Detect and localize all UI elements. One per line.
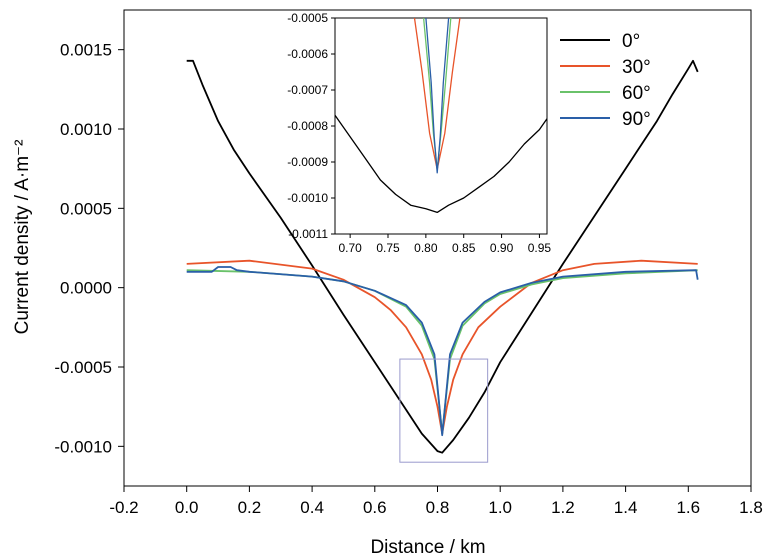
x-tick-label: 1.6 xyxy=(676,498,700,517)
inset-y-tick-label: -0.0009 xyxy=(287,155,328,169)
legend-label: 60° xyxy=(622,83,651,104)
inset-x-tick-label: 0.80 xyxy=(414,241,438,255)
y-tick-label: -0.0010 xyxy=(54,437,112,456)
inset-y-tick-label: -0.0005 xyxy=(287,11,328,25)
inset-series-line-90deg xyxy=(425,18,450,174)
inset-y-tick-label: -0.0007 xyxy=(287,83,328,97)
series-line-0deg xyxy=(186,59,699,454)
y-axis-label: Current density / A·m⁻² xyxy=(12,140,33,335)
legend-label: 30° xyxy=(622,57,651,78)
x-tick-label: 0.4 xyxy=(300,498,324,517)
zoom-region-box xyxy=(399,358,489,463)
y-tick-label: 0.0000 xyxy=(60,279,112,298)
x-axis-label: Distance / km xyxy=(370,537,485,558)
inset-x-tick-label: 0.75 xyxy=(376,241,400,255)
x-tick-label: 0.0 xyxy=(175,498,199,517)
inset-x-tick-label: 0.95 xyxy=(528,241,552,255)
inset-y-tick-label: -0.0008 xyxy=(287,119,328,133)
inset-x-tick-label: 0.90 xyxy=(490,241,514,255)
inset-series-group xyxy=(335,18,547,214)
x-tick-label: -0.2 xyxy=(109,498,138,517)
y-tick-label: -0.0005 xyxy=(54,358,112,377)
x-tick-label: 0.6 xyxy=(363,498,387,517)
x-tick-label: 1.4 xyxy=(614,498,638,517)
main-plot: -0.2 0.0 0.2 0.4 0.6 0.8 1.0 1.2 1.4 1.6 1.8 0.0015… xyxy=(54,9,763,517)
inset-plot: 0.70 0.75 0.80 0.85 0.90 0.95 -0.0005 -0.0006 -0… xyxy=(287,11,551,255)
x-tick-label: 1.8 xyxy=(739,498,763,517)
y-tick-label: 0.0005 xyxy=(60,199,112,218)
y-tick-label: 0.0015 xyxy=(60,41,112,60)
x-tick-label: 1.0 xyxy=(488,498,512,517)
legend-label: 0° xyxy=(622,31,640,52)
series-line-90deg xyxy=(186,266,699,437)
inset-y-tick-label: -0.0010 xyxy=(287,191,328,205)
x-tick-label: 0.2 xyxy=(238,498,262,517)
inset-y-tick-label: -0.0006 xyxy=(287,47,328,61)
legend: 0° 30° 60° 90° xyxy=(560,31,651,130)
inset-series-line-0deg xyxy=(335,114,547,214)
inset-x-tick-label: 0.70 xyxy=(338,241,362,255)
inset-x-tick-label: 0.85 xyxy=(452,241,476,255)
x-tick-label: 1.2 xyxy=(551,498,575,517)
y-tick-label: 0.0010 xyxy=(60,120,112,139)
x-tick-label: 0.8 xyxy=(426,498,450,517)
inset-y-tick-label: -0.0011 xyxy=(288,227,328,241)
legend-label: 90° xyxy=(622,109,651,130)
